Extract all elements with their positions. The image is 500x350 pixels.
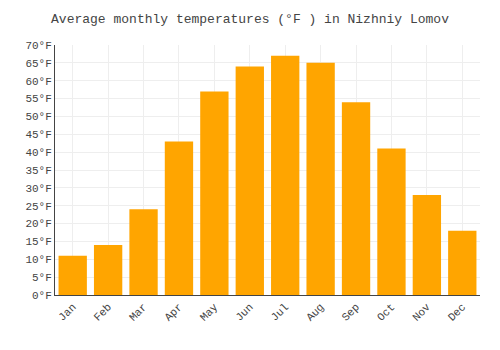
svg-text:Feb: Feb	[92, 301, 114, 323]
svg-text:70°F: 70°F	[25, 40, 51, 52]
svg-text:35°F: 35°F	[25, 165, 51, 177]
svg-text:Apr: Apr	[162, 301, 184, 323]
svg-text:55°F: 55°F	[25, 93, 51, 105]
svg-text:Jan: Jan	[56, 301, 78, 323]
svg-text:Aug: Aug	[304, 301, 326, 323]
svg-text:Jun: Jun	[233, 301, 255, 323]
svg-text:40°F: 40°F	[25, 147, 51, 159]
svg-text:May: May	[198, 301, 221, 324]
svg-text:25°F: 25°F	[25, 201, 51, 213]
svg-text:15°F: 15°F	[25, 236, 51, 248]
svg-text:Nov: Nov	[410, 301, 433, 324]
svg-text:Oct: Oct	[375, 301, 397, 323]
svg-text:Average monthly temperatures (: Average monthly temperatures (°F ) in Ni…	[51, 12, 449, 27]
svg-text:Jul: Jul	[269, 301, 291, 323]
svg-text:30°F: 30°F	[25, 183, 51, 195]
svg-text:60°F: 60°F	[25, 76, 51, 88]
svg-text:20°F: 20°F	[25, 218, 51, 230]
svg-text:65°F: 65°F	[25, 58, 51, 70]
svg-text:Mar: Mar	[127, 301, 149, 323]
svg-text:45°F: 45°F	[25, 129, 51, 141]
svg-text:5°F: 5°F	[32, 272, 52, 284]
svg-text:Dec: Dec	[446, 301, 468, 323]
svg-text:10°F: 10°F	[25, 254, 51, 266]
svg-text:0°F: 0°F	[32, 290, 52, 302]
svg-text:50°F: 50°F	[25, 111, 51, 123]
svg-text:Sep: Sep	[340, 301, 362, 323]
